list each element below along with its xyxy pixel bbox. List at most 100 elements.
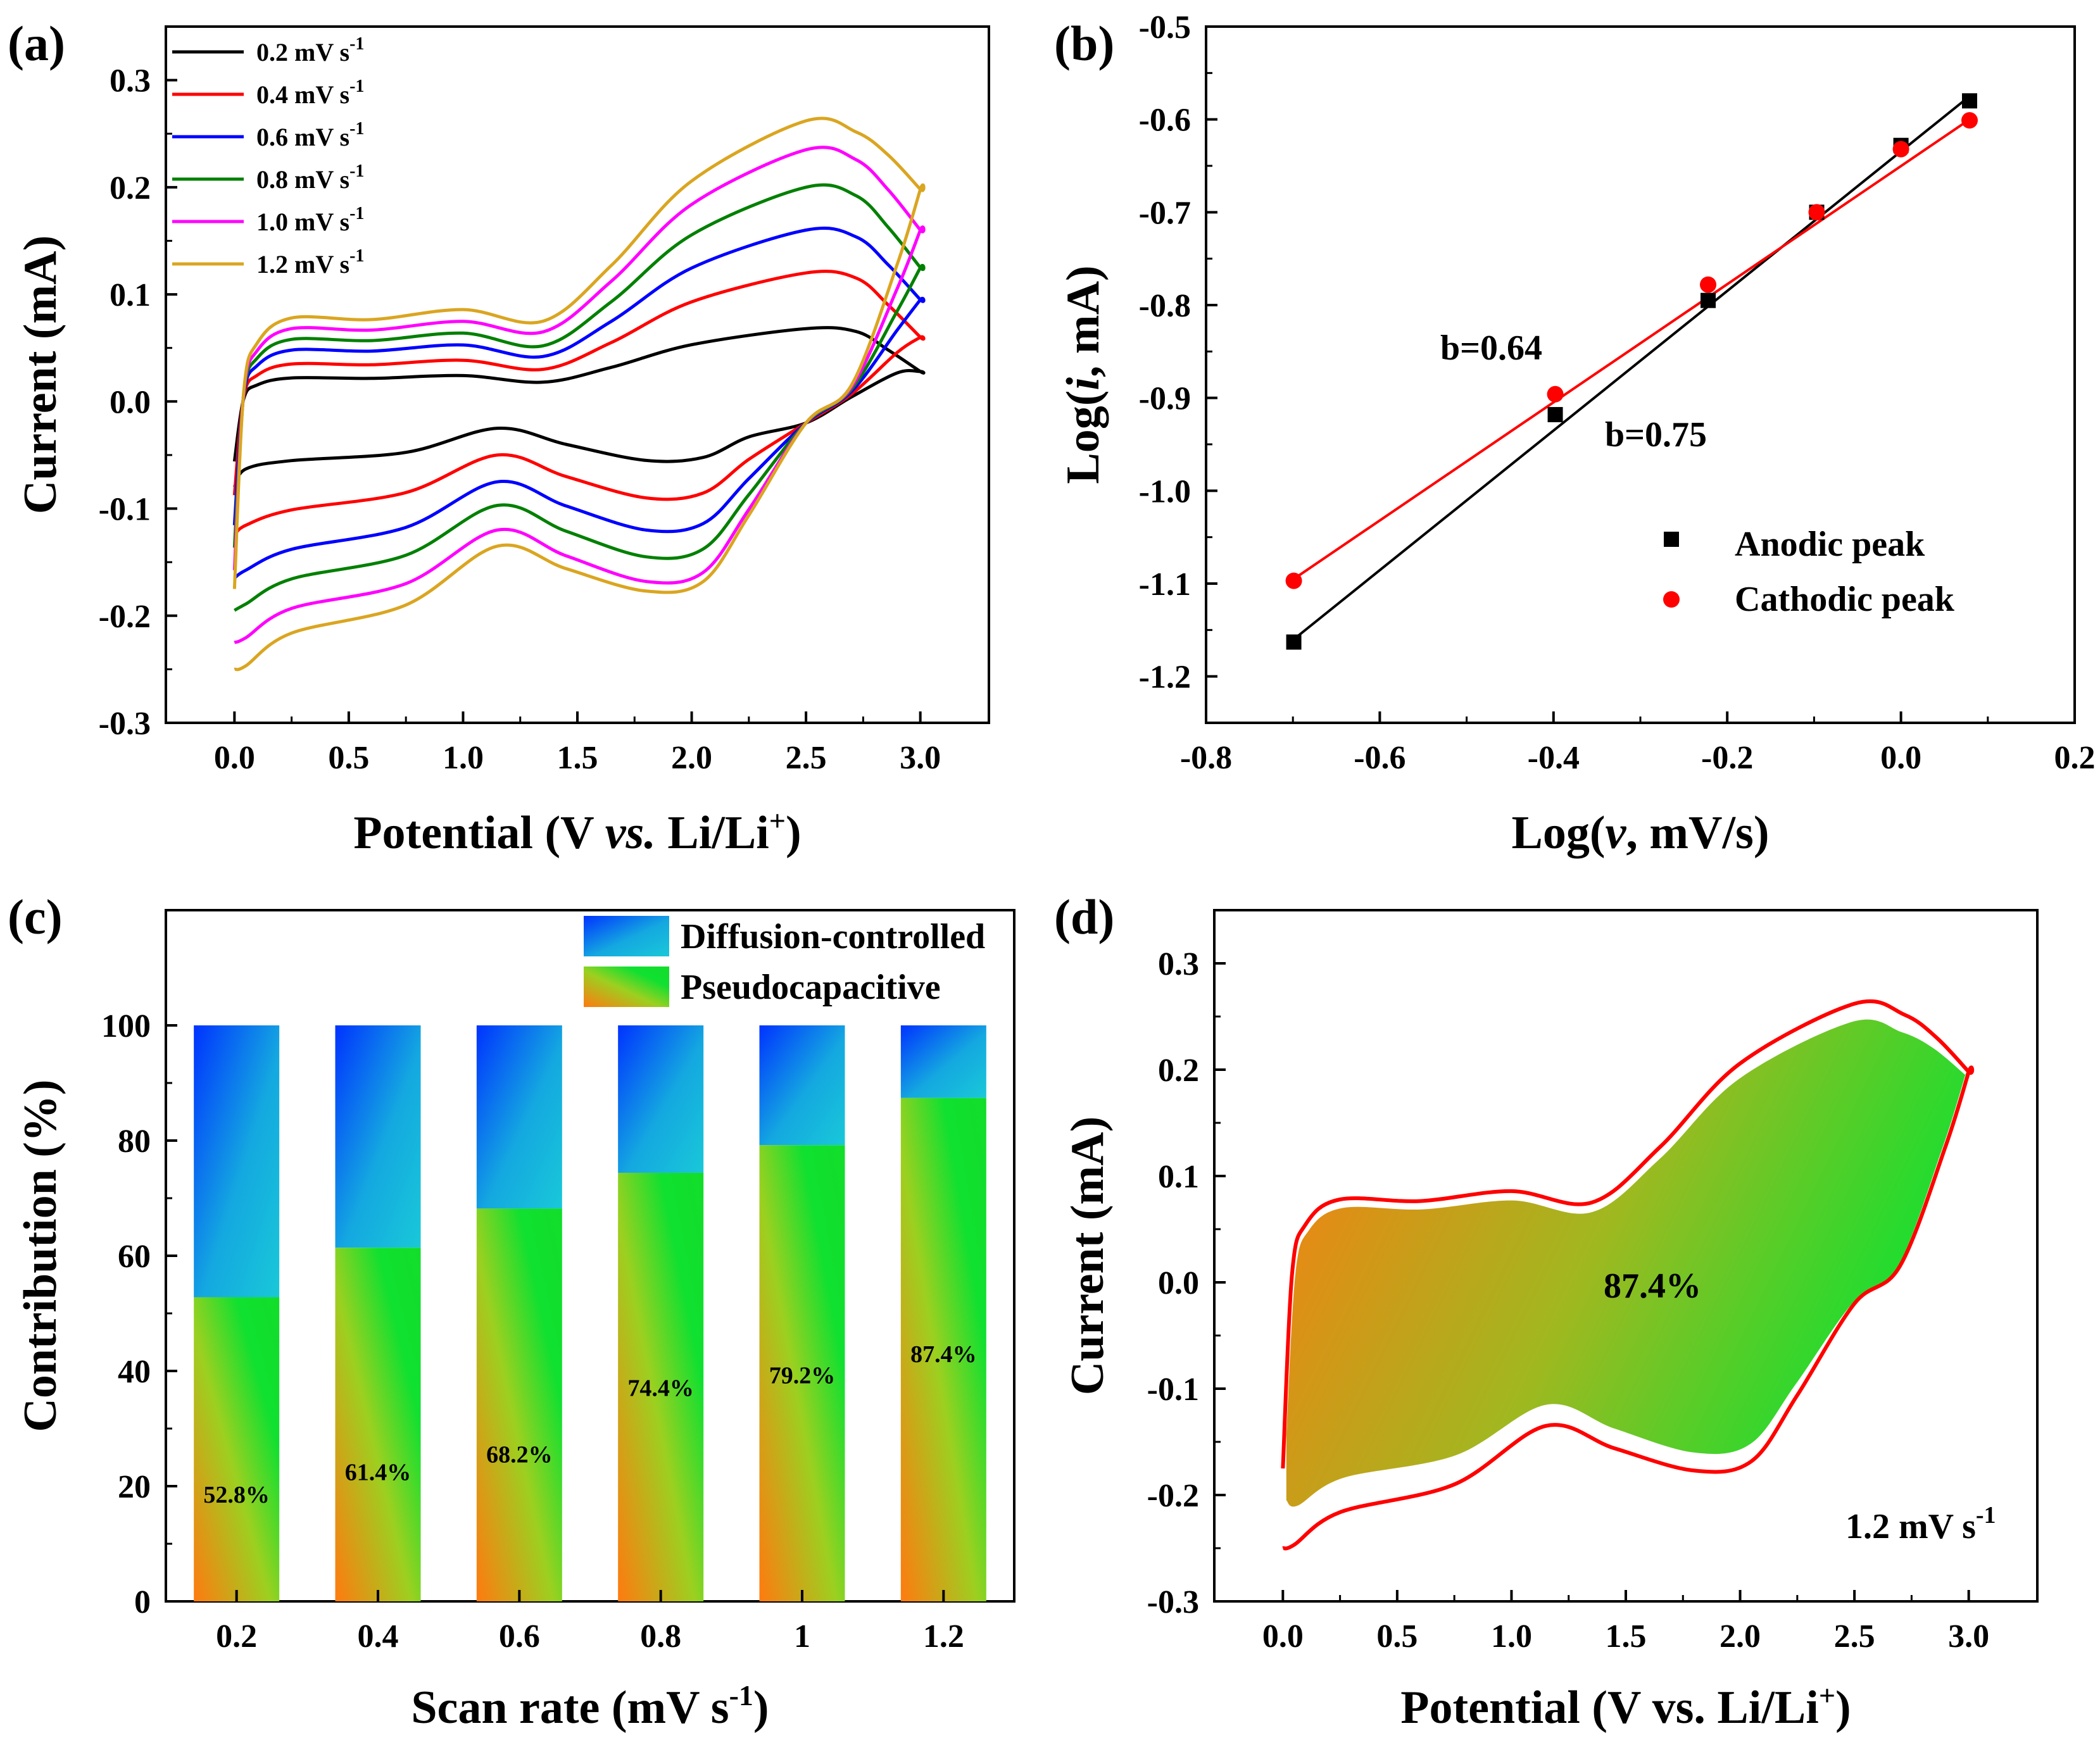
x-tick-label: 0.5 (328, 740, 369, 776)
panel-a-curves (232, 116, 926, 672)
y-tick-label: 0.1 (1158, 1159, 1199, 1195)
y-tick-label: 20 (118, 1469, 151, 1505)
panel-b-plot (1285, 93, 1978, 650)
y-tick-label: 0.3 (110, 63, 151, 99)
panel-c-legend: Diffusion-controlled Pseudocapacitive (584, 916, 985, 1007)
panel-d-ylabel: Current (mA) (1062, 1117, 1114, 1395)
panel-a-ticks: 0.0 0.5 1.0 1.5 2.0 2.5 3.0 -0.3 -0.2 -0.1 0.0 0.1 0… (99, 63, 941, 776)
y-tick-label: 40 (118, 1354, 151, 1390)
legend-pseudo-swatch (584, 967, 669, 1007)
y-tick-label: -0.6 (1139, 103, 1191, 139)
x-tick-label: 1.5 (1606, 1618, 1647, 1655)
legend-diffusion-label: Diffusion-controlled (681, 917, 985, 956)
cv-curve-outline (1281, 999, 1975, 1551)
cv-curve-1.2 (232, 116, 926, 672)
panel-b-ylabel: Log(i, mA) (1057, 265, 1109, 484)
bar-diffusion (618, 1025, 704, 1173)
x-tick-label: 1.5 (557, 740, 598, 776)
y-tick-label: -1.1 (1139, 566, 1191, 603)
panel-c-ticks: 0 20 40 60 80 100 (101, 1008, 177, 1620)
legend-label-0.2: 0.2 mV s-1 (256, 34, 364, 66)
y-tick-label: -1.0 (1139, 473, 1191, 510)
y-tick-label: 60 (118, 1239, 151, 1275)
x-tick-label: 1.2 (923, 1618, 964, 1655)
panel-a: (a) 0.0 0.5 1.0 1.5 2.0 2.5 3.0-0.3-0.2-0.10.0… (8, 16, 990, 859)
legend-label-1.2: 1.2 mV s-1 (256, 246, 364, 278)
cathodic-point (1808, 204, 1825, 221)
y-tick-label: 0.0 (110, 384, 151, 420)
legend-diffusion-swatch (584, 916, 669, 956)
panel-c-label: (c) (8, 889, 63, 944)
y-tick-label: 0.2 (110, 170, 151, 206)
bar-pseudocapacitive (759, 1145, 845, 1601)
panel-d-label: (d) (1054, 889, 1114, 944)
x-tick-label: -0.6 (1354, 740, 1405, 776)
x-tick-label: 0.0 (214, 740, 255, 776)
y-tick-label: 80 (118, 1123, 151, 1160)
cv-curve-0.2 (232, 326, 926, 489)
anodic-point (1961, 93, 1977, 109)
bar-diffusion (900, 1025, 986, 1098)
x-tick-label: 2.0 (1720, 1618, 1761, 1655)
anodic-point (1701, 292, 1716, 308)
panel-c: (c) 0 20 40 60 80 100 52.8% 0.2 61.4% 0.4 68.2% 0.… (8, 889, 1015, 1734)
y-tick-label: -0.8 (1139, 288, 1191, 324)
cv-curve-1.0 (232, 146, 926, 644)
panel-a-xlabel: Potential (V vs. Li/Li+) (353, 804, 801, 859)
x-tick-label: 1.0 (1491, 1618, 1532, 1655)
legend-label-1.0: 1.0 mV s-1 (256, 204, 364, 236)
bar-pseudocapacitive (194, 1297, 280, 1601)
cv-curve-0.8 (232, 183, 926, 612)
x-tick-label: -0.4 (1528, 740, 1580, 776)
annotation-b-064: b=0.64 (1440, 328, 1542, 368)
x-tick-label: 0.8 (640, 1618, 681, 1655)
x-tick-label: 2.5 (786, 740, 827, 776)
panel-d-rate-label: 1.2 mV s-1 (1845, 1502, 1996, 1546)
bar-data-label: 52.8% (203, 1482, 270, 1508)
cv-curve-0.6 (232, 227, 926, 580)
y-tick-label: 0.3 (1158, 946, 1199, 982)
panel-b-legend: Anodic peak Cathodic peak (1663, 525, 1955, 619)
x-tick-label: 2.0 (671, 740, 712, 776)
fit-line-circle (1293, 118, 1971, 580)
bar-pseudocapacitive (476, 1208, 562, 1601)
x-tick-label: 2.5 (1834, 1618, 1875, 1655)
panel-c-ylabel: Contribution (%) (15, 1079, 66, 1432)
bar-data-label: 68.2% (486, 1442, 553, 1468)
panel-d-center-label: 87.4% (1604, 1267, 1701, 1306)
cathodic-point (1285, 572, 1302, 589)
y-tick-label: -1.2 (1139, 660, 1191, 696)
panel-d-ticks: 0.0 0.5 1.0 1.5 2.0 2.5 3.0 -0.3 -0.2 -0.1 0.0 0.1 0… (1147, 946, 1989, 1655)
fit-line-square (1293, 95, 1971, 641)
legend-anodic-marker (1664, 532, 1679, 547)
bar-data-label: 74.4% (627, 1375, 694, 1401)
y-tick-label: -0.5 (1139, 9, 1191, 46)
panel-d-plot (1281, 999, 1975, 1551)
y-tick-label: 0.0 (1158, 1265, 1199, 1301)
y-tick-label: 0.2 (1158, 1053, 1199, 1089)
cathodic-point (1892, 141, 1909, 158)
legend-label-0.4: 0.4 mV s-1 (256, 77, 364, 109)
legend-anodic-label: Anodic peak (1735, 525, 1925, 564)
anodic-point (1547, 407, 1563, 423)
y-tick-label: -0.3 (1147, 1584, 1199, 1620)
x-tick-label: 0.2 (216, 1618, 257, 1655)
x-tick-label: -0.2 (1701, 740, 1753, 776)
bar-diffusion (759, 1025, 845, 1146)
legend-pseudo-label: Pseudocapacitive (681, 968, 941, 1007)
panel-c-bars: 52.8% 0.2 61.4% 0.4 68.2% 0.6 74.4% 0.8 79.2% 1 87… (194, 1025, 986, 1655)
x-tick-label: 0.4 (358, 1618, 399, 1655)
y-tick-label: 0 (134, 1584, 151, 1620)
x-tick-label: 0.6 (499, 1618, 540, 1655)
panel-d: (d) 0.0 0.5 1.0 1.5 2.0 2.5 3.0-0.3-0.2-0.10.0… (1054, 889, 2039, 1734)
bar-pseudocapacitive (618, 1172, 704, 1601)
cv-curve-0.4 (232, 270, 926, 537)
legend-label-0.8: 0.8 mV s-1 (256, 161, 364, 194)
panel-b-ticks: -0.8 -0.6 -0.4 -0.2 0.0 0.2 -1.2 -1.1 -1.0 -0.9 -0… (1139, 9, 2096, 776)
capacitive-area (1286, 1019, 1969, 1507)
panel-a-ylabel: Current (mA) (15, 235, 66, 514)
cathodic-point (1961, 112, 1978, 129)
panel-b: (b) -0.8 -0.6 -0.4 -0.2 0.0 0.2-1.2-1.1-1.0-0… (1054, 9, 2096, 859)
y-tick-label: -0.1 (99, 492, 151, 528)
cathodic-point (1700, 276, 1717, 293)
